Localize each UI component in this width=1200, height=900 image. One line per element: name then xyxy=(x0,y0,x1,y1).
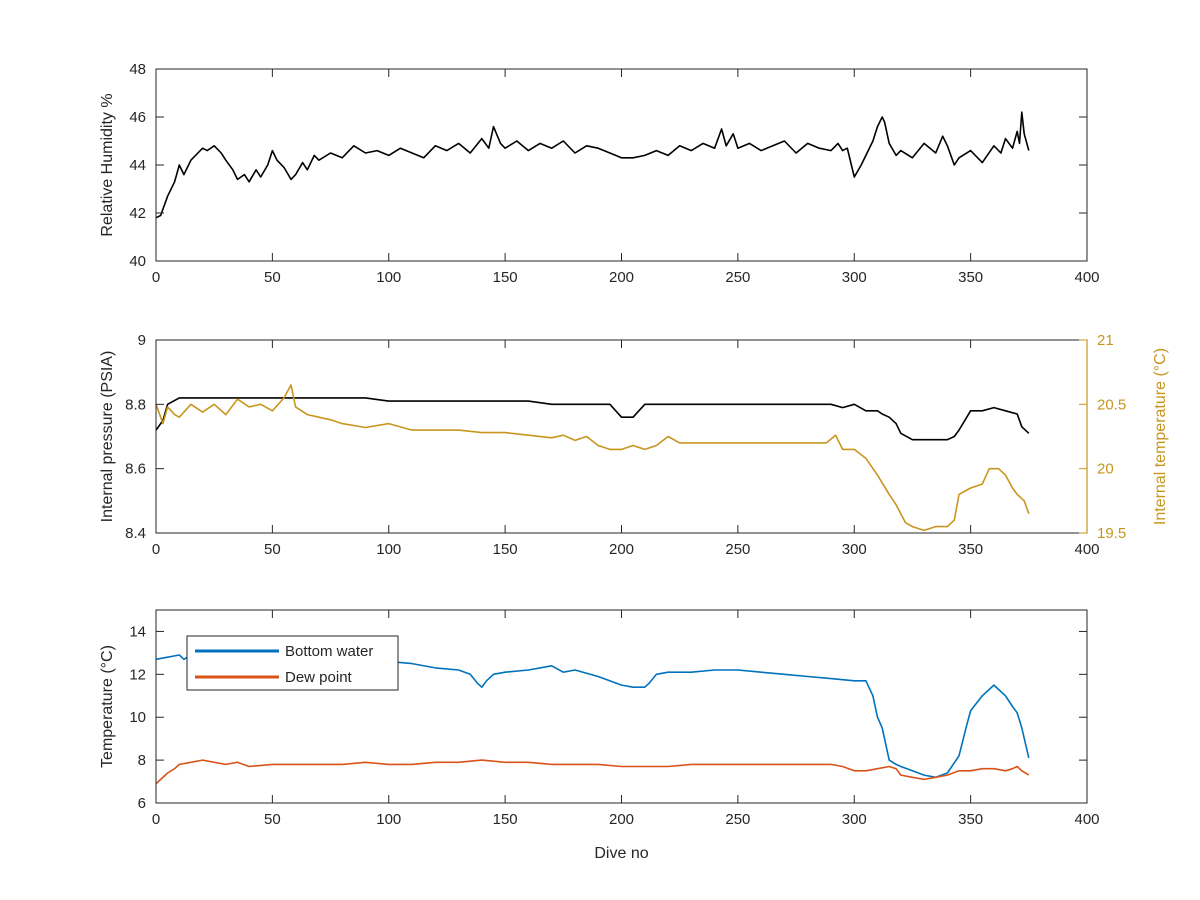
x-tick-label: 300 xyxy=(842,269,867,286)
x-tick-label: 300 xyxy=(842,811,867,828)
y-tick-label: 12 xyxy=(129,666,146,683)
x-tick-label: 200 xyxy=(609,269,634,286)
legend-box xyxy=(186,635,399,691)
x-tick-label: 200 xyxy=(609,541,634,558)
axes-box xyxy=(155,68,1088,262)
series-line-1 xyxy=(155,397,1030,441)
series-line-dew-point xyxy=(155,759,1030,785)
x-tick-label: 400 xyxy=(1074,541,1099,558)
x-tick-label: 200 xyxy=(609,811,634,828)
x-tick-label: 50 xyxy=(264,811,281,828)
y-right-tick-label: 20 xyxy=(1097,461,1114,478)
y-right-tick-label: 19.5 xyxy=(1097,525,1126,542)
x-tick-label: 350 xyxy=(958,811,983,828)
series-line-2 xyxy=(155,384,1030,532)
x-tick-label: 100 xyxy=(376,269,401,286)
y-right-axis-label: Internal temperature (°C) xyxy=(1152,348,1169,525)
y-tick-label: 46 xyxy=(129,109,146,126)
y-tick-label: 14 xyxy=(129,623,146,640)
x-tick-label: 300 xyxy=(842,541,867,558)
x-tick-label: 0 xyxy=(152,269,160,286)
x-tick-label: 0 xyxy=(152,811,160,828)
y-tick-label: 8 xyxy=(138,752,146,769)
x-tick-label: 250 xyxy=(725,541,750,558)
y-tick-label: 44 xyxy=(129,157,146,174)
y-tick-label: 8.6 xyxy=(125,461,146,478)
legend: Bottom water Dew point xyxy=(186,635,399,691)
x-tick-label: 400 xyxy=(1074,269,1099,286)
x-tick-label: 50 xyxy=(264,541,281,558)
subplot-1: 0 50 100 150 200 250 300 350 400 40 42 44 46 48 Relati… xyxy=(99,61,1100,286)
y-tick-label: 6 xyxy=(138,795,146,812)
x-tick-label: 150 xyxy=(493,541,518,558)
subplot-2: 0 50 100 150 200 250 300 350 400 8.4 8.6 8.8 9 19.5 20… xyxy=(99,332,1169,558)
x-tick-label: 400 xyxy=(1074,811,1099,828)
legend-entry: Bottom water xyxy=(285,643,373,660)
x-tick-label: 50 xyxy=(264,269,281,286)
x-tick-label: 350 xyxy=(958,541,983,558)
x-tick-label: 100 xyxy=(376,811,401,828)
y-tick-label: 40 xyxy=(129,253,146,270)
y-tick-label: 42 xyxy=(129,205,146,222)
x-tick-label: 350 xyxy=(958,269,983,286)
x-tick-label: 250 xyxy=(725,811,750,828)
x-tick-label: 100 xyxy=(376,541,401,558)
legend-entry: Dew point xyxy=(285,669,353,686)
y-tick-label: 8.4 xyxy=(125,525,146,542)
y-right-tick-label: 21 xyxy=(1097,332,1114,349)
axes-box xyxy=(155,339,1088,534)
y-tick-label: 10 xyxy=(129,709,146,726)
subplot-3: 0 50 100 150 200 250 300 350 400 6 8 10 12 14 Temperat… xyxy=(99,609,1100,862)
y-tick-label: 48 xyxy=(129,61,146,78)
x-tick-label: 250 xyxy=(725,269,750,286)
x-tick-label: 150 xyxy=(493,811,518,828)
y-right-tick-label: 20.5 xyxy=(1097,396,1126,413)
x-tick-label: 0 xyxy=(152,541,160,558)
x-axis-label: Dive no xyxy=(594,845,648,862)
series-line-1 xyxy=(155,111,1030,219)
x-tick-label: 150 xyxy=(493,269,518,286)
y-tick-label: 9 xyxy=(138,332,146,349)
y-tick-label: 8.8 xyxy=(125,396,146,413)
y-axis-label: Internal pressure (PSIA) xyxy=(99,351,116,523)
y-axis-label: Relative Humidity % xyxy=(99,93,116,236)
y-axis-label: Temperature (°C) xyxy=(99,645,116,768)
